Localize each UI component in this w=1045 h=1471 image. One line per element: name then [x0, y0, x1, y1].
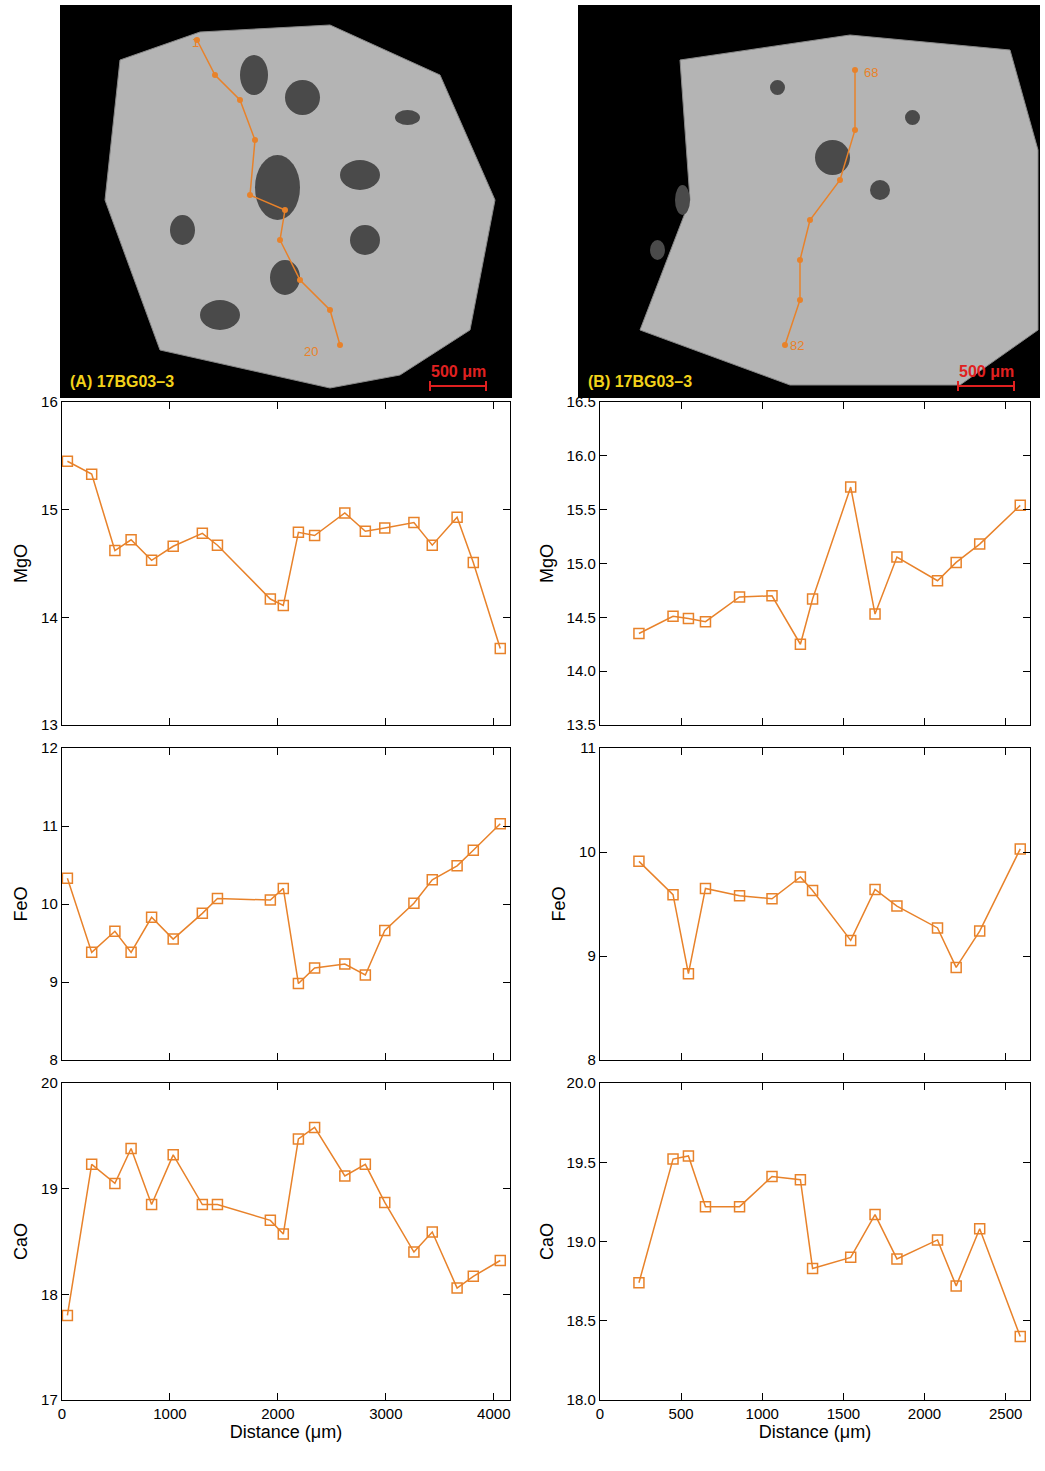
svg-text:0: 0	[596, 1405, 604, 1422]
svg-text:13: 13	[41, 716, 58, 733]
svg-text:500: 500	[669, 1405, 694, 1422]
svg-text:1000: 1000	[153, 1405, 186, 1422]
svg-text:FeO: FeO	[11, 886, 31, 921]
svg-text:1: 1	[192, 35, 199, 50]
svg-text:82: 82	[790, 338, 804, 353]
svg-text:10: 10	[579, 843, 596, 860]
svg-text:FeO: FeO	[549, 886, 569, 921]
svg-text:11: 11	[580, 739, 596, 756]
svg-text:19: 19	[41, 1180, 58, 1197]
svg-text:MgO: MgO	[11, 544, 31, 583]
svg-text:8: 8	[587, 1051, 595, 1068]
svg-text:19.5: 19.5	[567, 1154, 596, 1171]
svg-text:18: 18	[41, 1286, 58, 1303]
svg-text:16: 16	[41, 393, 58, 410]
svg-text:2500: 2500	[989, 1405, 1022, 1422]
svg-text:2000: 2000	[908, 1405, 941, 1422]
svg-text:9: 9	[587, 947, 595, 964]
svg-text:3000: 3000	[369, 1405, 402, 1422]
svg-text:(A) 17BG03–3: (A) 17BG03–3	[70, 373, 174, 390]
svg-text:10: 10	[41, 895, 58, 912]
svg-text:(B) 17BG03–3: (B) 17BG03–3	[588, 373, 692, 390]
svg-text:15.0: 15.0	[567, 555, 596, 572]
svg-text:20: 20	[304, 344, 318, 359]
svg-text:11: 11	[42, 817, 58, 834]
svg-text:16.0: 16.0	[567, 447, 596, 464]
svg-text:14: 14	[41, 609, 58, 626]
svg-text:18.5: 18.5	[567, 1312, 596, 1329]
svg-text:68: 68	[864, 65, 878, 80]
svg-text:4000: 4000	[477, 1405, 510, 1422]
svg-text:CaO: CaO	[537, 1223, 557, 1260]
svg-text:14.5: 14.5	[567, 609, 596, 626]
svg-text:15.5: 15.5	[567, 501, 596, 518]
svg-text:16.5: 16.5	[567, 393, 596, 410]
svg-text:500 μm: 500 μm	[431, 363, 486, 380]
svg-text:18.0: 18.0	[567, 1391, 596, 1408]
svg-text:8: 8	[49, 1051, 57, 1068]
svg-text:0: 0	[58, 1405, 66, 1422]
svg-text:CaO: CaO	[11, 1223, 31, 1260]
svg-text:1500: 1500	[827, 1405, 860, 1422]
svg-text:Distance (μm): Distance (μm)	[759, 1422, 871, 1442]
svg-text:20: 20	[41, 1074, 58, 1091]
svg-text:1000: 1000	[746, 1405, 779, 1422]
svg-text:500 μm: 500 μm	[959, 363, 1014, 380]
svg-text:20.0: 20.0	[567, 1074, 596, 1091]
svg-text:Distance (μm): Distance (μm)	[230, 1422, 342, 1442]
svg-text:MgO: MgO	[537, 544, 557, 583]
svg-text:2000: 2000	[261, 1405, 294, 1422]
svg-text:19.0: 19.0	[567, 1233, 596, 1250]
svg-text:9: 9	[49, 973, 57, 990]
svg-text:12: 12	[41, 739, 58, 756]
svg-text:15: 15	[41, 501, 58, 518]
svg-text:13.5: 13.5	[567, 716, 596, 733]
svg-text:14.0: 14.0	[567, 662, 596, 679]
svg-text:17: 17	[41, 1391, 58, 1408]
